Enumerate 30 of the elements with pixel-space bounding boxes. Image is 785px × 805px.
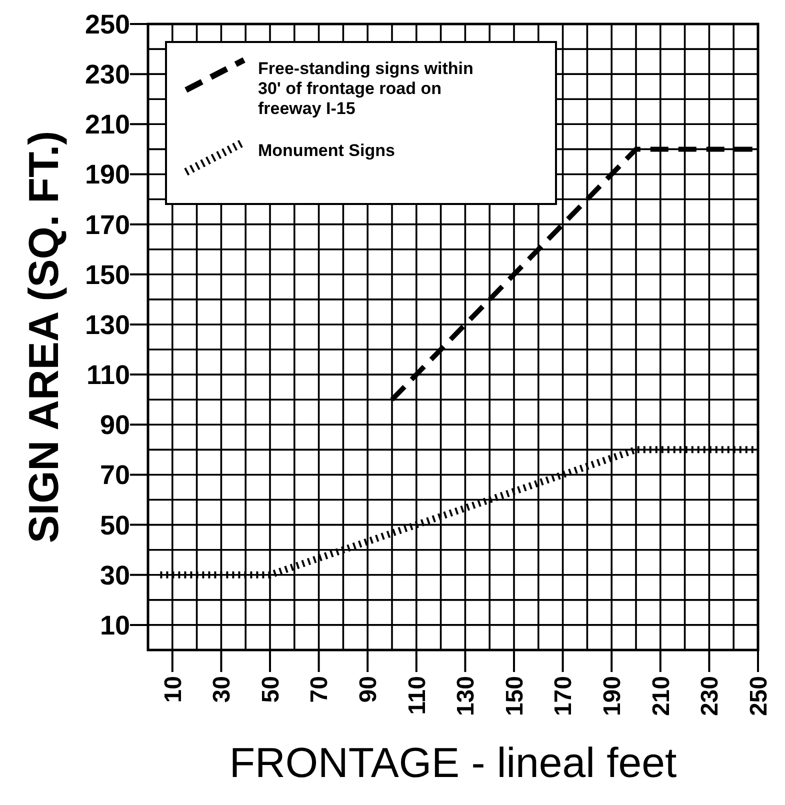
x-tick-label: 130	[452, 676, 480, 716]
x-tick-label: 70	[306, 676, 334, 703]
x-tick-label: 90	[355, 676, 382, 703]
x-tick-label: 230	[696, 676, 724, 716]
y-tick-label: 170	[84, 210, 130, 240]
y-axis-title: SIGN AREA (SQ. FT.)	[20, 130, 67, 544]
y-tick-label: 190	[84, 160, 130, 190]
y-tick-label: 50	[100, 510, 130, 540]
y-tick-label: 30	[100, 560, 130, 590]
legend-label: Free-standing signs within 30' of frontage road on freeway I-15	[258, 59, 474, 118]
y-tick-label: 70	[100, 460, 130, 490]
x-tick-label: 50	[257, 676, 284, 703]
y-tick-label: 150	[84, 260, 130, 290]
x-tick-label: 190	[599, 676, 626, 716]
x-tick-label: 10	[160, 676, 187, 703]
x-tick-label: 30	[208, 676, 236, 703]
x-tick-label: 170	[550, 676, 578, 716]
x-tick-label: 150	[501, 676, 528, 716]
x-tick-label: 110	[404, 676, 431, 715]
legend-label: Monument Signs	[258, 141, 395, 160]
y-tick-label: 250	[84, 9, 130, 40]
y-tick-label: 90	[100, 410, 130, 440]
y-tick-label: 110	[86, 360, 130, 390]
y-tick-label: 10	[100, 610, 130, 640]
y-tick-label: 210	[84, 110, 130, 140]
y-tick-label: 130	[84, 310, 130, 340]
x-axis-title: FRONTAGE - lineal feet	[229, 739, 677, 786]
y-tick-label: 230	[84, 60, 130, 90]
x-tick-label: 210	[648, 676, 675, 716]
x-tick-label: 250	[745, 676, 772, 716]
